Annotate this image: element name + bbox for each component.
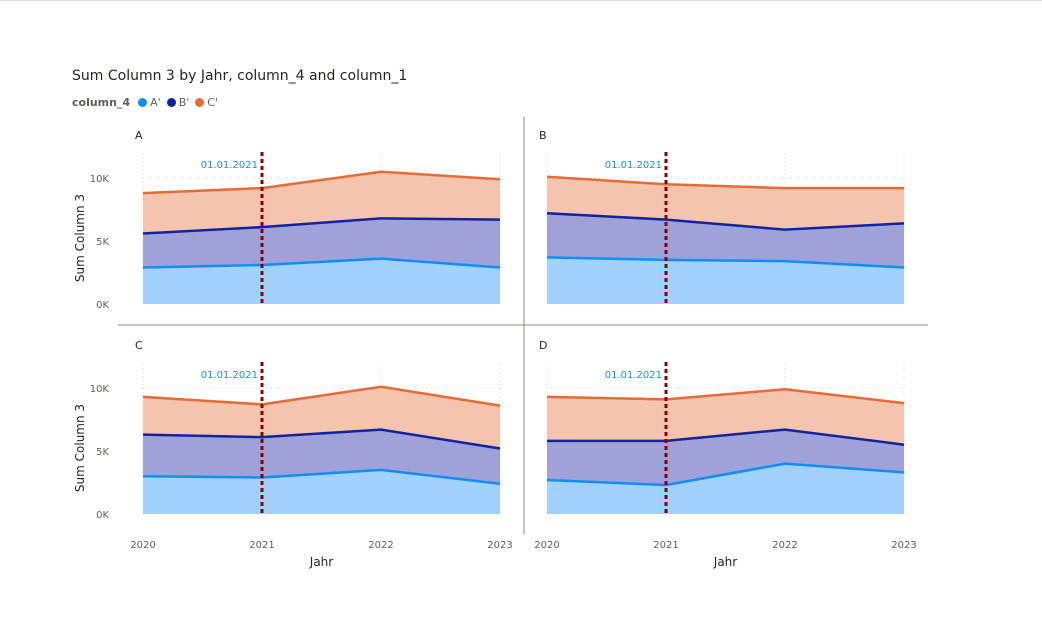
- area-a-fill: [143, 258, 500, 304]
- area-b-fill: [547, 429, 904, 486]
- x-tick-label: 2021: [653, 540, 678, 551]
- y-axis-title: Sum Column 3: [73, 404, 87, 492]
- y-tick-label: 5K: [96, 237, 109, 248]
- area-b-fill: [143, 429, 500, 484]
- area-c-fill: [547, 176, 904, 230]
- area-a-fill: [547, 463, 904, 514]
- y-tick-label: 10K: [90, 384, 110, 395]
- reference-line-label: 01.01.2021: [605, 160, 662, 171]
- legend-dot-icon: [138, 98, 148, 107]
- series-line-b: [142, 428, 501, 450]
- x-tick-label: 2023: [487, 540, 512, 551]
- series-line-c: [546, 175, 904, 190]
- reference-line-label: 01.01.2021: [605, 370, 662, 381]
- x-tick-label: 2022: [772, 540, 797, 551]
- x-tick-label: 2020: [130, 540, 155, 551]
- area-b-fill: [547, 213, 904, 268]
- legend-label: C': [207, 96, 218, 109]
- panel-label: A: [135, 129, 143, 142]
- series-line-b: [142, 217, 501, 235]
- panel-label: C: [135, 339, 143, 352]
- series-line-c: [546, 388, 905, 405]
- series-line-c: [142, 170, 501, 195]
- y-tick-label: 0K: [96, 510, 109, 521]
- series-line-b: [547, 428, 905, 446]
- y-tick-label: 5K: [96, 447, 109, 458]
- area-a-fill: [547, 257, 904, 304]
- top-border: [0, 0, 1042, 1]
- x-tick-label: 2022: [368, 540, 393, 551]
- reference-line-label: 01.01.2021: [201, 370, 258, 381]
- x-axis-title: Jahr: [713, 555, 737, 569]
- series-line-a: [142, 468, 501, 486]
- x-tick-label: 2020: [534, 540, 559, 551]
- panel-label: B: [539, 129, 547, 142]
- x-tick-label: 2021: [249, 540, 274, 551]
- legend: column_4 A' B' C': [72, 96, 224, 109]
- panel-label: D: [539, 339, 547, 352]
- legend-label: A': [150, 96, 161, 109]
- area-c-fill: [547, 389, 904, 445]
- series-line-c: [142, 385, 501, 407]
- y-tick-label: 10K: [90, 174, 110, 185]
- legend-title: column_4: [72, 96, 131, 109]
- reference-line-label: 01.01.2021: [201, 160, 258, 171]
- series-line-a: [546, 256, 905, 269]
- series-line-b: [546, 212, 905, 231]
- x-tick-label: 2023: [891, 540, 916, 551]
- series-line-a: [546, 462, 905, 487]
- series-line-a: [142, 257, 501, 269]
- x-axis-title: Jahr: [309, 555, 333, 569]
- legend-label: B': [178, 96, 190, 109]
- y-tick-label: 0K: [96, 300, 109, 311]
- legend-item-a[interactable]: A': [138, 96, 161, 109]
- y-axis-title: Sum Column 3: [73, 194, 87, 282]
- legend-item-c[interactable]: C': [195, 96, 218, 109]
- legend-dot-icon: [166, 98, 176, 107]
- area-b-fill: [143, 218, 500, 268]
- area-a-fill: [143, 469, 500, 514]
- legend-dot-icon: [195, 98, 205, 107]
- legend-item-b[interactable]: B': [166, 96, 190, 109]
- chart-title: Sum Column 3 by Jahr, column_4 and colum…: [72, 68, 408, 84]
